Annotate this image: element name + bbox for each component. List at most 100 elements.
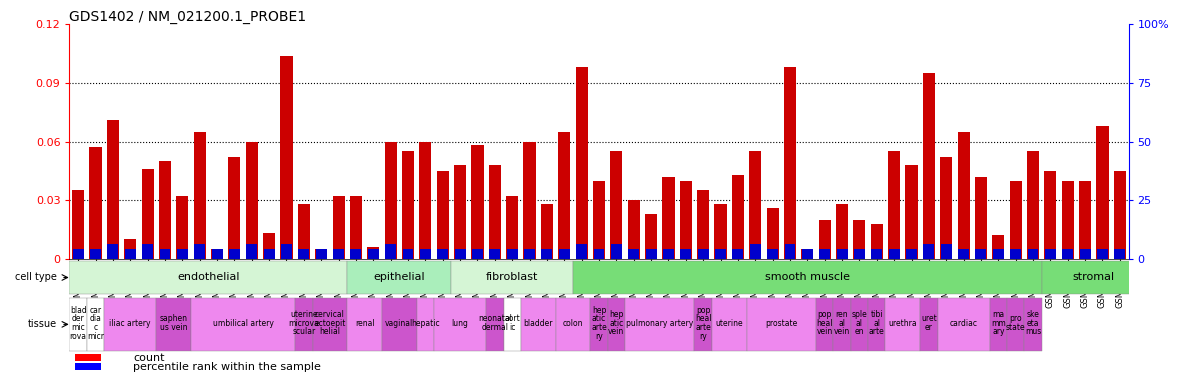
Bar [1042, 261, 1145, 294]
Text: fibroblast: fibroblast [486, 272, 538, 282]
Bar [1028, 249, 1039, 259]
Bar [853, 220, 865, 259]
Bar [715, 249, 726, 259]
Bar [1096, 126, 1108, 259]
Bar [750, 244, 761, 259]
Bar [315, 249, 327, 259]
Text: ske
eta
mus: ske eta mus [1025, 310, 1041, 336]
Bar [767, 208, 779, 259]
Bar [628, 249, 640, 259]
Bar [90, 147, 102, 259]
Bar [957, 132, 969, 259]
Bar [940, 244, 951, 259]
Bar [834, 298, 851, 351]
Text: endothelial: endothelial [177, 272, 240, 282]
Bar [471, 146, 484, 259]
Bar [940, 157, 952, 259]
Bar [540, 204, 553, 259]
Bar [280, 56, 292, 259]
Bar [558, 249, 570, 259]
Bar [783, 68, 795, 259]
Text: pop
heal
arte
ry: pop heal arte ry [695, 306, 712, 341]
Bar [69, 298, 86, 351]
Bar [125, 249, 135, 259]
Bar [159, 161, 171, 259]
Bar [958, 249, 969, 259]
Text: smooth muscle: smooth muscle [764, 272, 849, 282]
Text: umbilical artery: umbilical artery [213, 319, 273, 328]
Bar [403, 152, 415, 259]
Bar [819, 249, 830, 259]
Text: lung: lung [452, 319, 468, 328]
Text: prostate: prostate [766, 319, 798, 328]
Text: blad
der
mic
rova: blad der mic rova [69, 306, 86, 341]
Bar [143, 244, 153, 259]
Text: percentile rank within the sample: percentile rank within the sample [133, 362, 321, 372]
Bar [680, 249, 691, 259]
Bar [541, 249, 552, 259]
Bar [1024, 298, 1042, 351]
Text: pop
heal
vein: pop heal vein [817, 310, 833, 336]
Bar [1010, 249, 1021, 259]
Bar [816, 298, 834, 351]
Bar [295, 298, 313, 351]
Bar [507, 249, 518, 259]
Bar [697, 190, 709, 259]
Bar [576, 244, 587, 259]
Bar [1114, 249, 1125, 259]
Bar [607, 298, 625, 351]
Bar [1045, 249, 1055, 259]
Bar [610, 152, 623, 259]
Bar [382, 298, 417, 351]
Bar [177, 249, 188, 259]
Bar [316, 249, 327, 259]
Bar [489, 249, 501, 259]
Bar [108, 244, 119, 259]
Bar [524, 249, 536, 259]
Text: vaginal: vaginal [386, 319, 413, 328]
Bar [885, 298, 920, 351]
Bar [749, 152, 761, 259]
Bar [347, 261, 452, 294]
Bar [611, 244, 622, 259]
Text: neonatal
dermal: neonatal dermal [478, 314, 512, 332]
Bar [194, 132, 206, 259]
Bar [938, 298, 990, 351]
Text: ren
al
vein: ren al vein [834, 310, 851, 336]
Text: pro
state: pro state [1006, 314, 1025, 332]
Bar [282, 244, 292, 259]
Bar [1079, 181, 1091, 259]
Bar [247, 244, 258, 259]
Text: colon: colon [563, 319, 583, 328]
Bar [472, 249, 483, 259]
Bar [403, 249, 413, 259]
Bar [437, 171, 449, 259]
Bar [871, 249, 882, 259]
Bar [871, 224, 883, 259]
Bar [313, 298, 347, 351]
Bar [1027, 152, 1039, 259]
Text: uterine: uterine [715, 319, 743, 328]
Text: count: count [133, 352, 164, 363]
Bar [697, 249, 709, 259]
Text: saphen
us vein: saphen us vein [159, 314, 188, 332]
Bar [503, 298, 521, 351]
Bar [767, 249, 778, 259]
Text: iliac artery: iliac artery [109, 319, 151, 328]
Text: uret
er: uret er [921, 314, 937, 332]
Bar [368, 247, 380, 259]
Bar [420, 249, 431, 259]
Text: cardiac: cardiac [950, 319, 978, 328]
Bar [625, 298, 695, 351]
Bar [72, 190, 84, 259]
Bar [333, 249, 344, 259]
Bar [1045, 171, 1057, 259]
Bar [69, 261, 347, 294]
Text: ma
mm
ary: ma mm ary [991, 310, 1005, 336]
Bar [732, 175, 744, 259]
Bar [801, 249, 812, 259]
Bar [452, 261, 573, 294]
Bar [990, 298, 1008, 351]
Bar [628, 200, 640, 259]
Bar [489, 165, 501, 259]
